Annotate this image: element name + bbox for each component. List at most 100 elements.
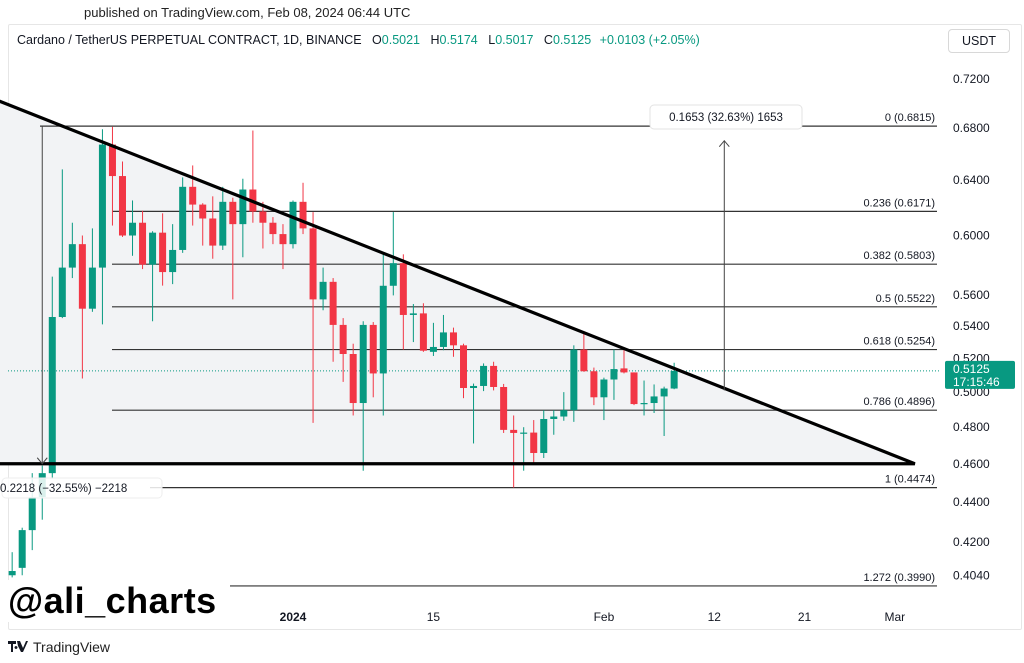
change-value: +0.0103 (+2.05%)	[599, 33, 700, 47]
candle-down	[620, 368, 628, 373]
candle-down	[329, 281, 337, 325]
fib-level-label: 1.272 (0.3990)	[863, 572, 935, 584]
candle-up	[58, 267, 66, 318]
candle-up	[650, 396, 658, 404]
candle-down	[229, 201, 237, 225]
fib-level-label: 0.786 (0.4896)	[863, 396, 935, 408]
candle-up	[289, 201, 297, 245]
candle-up	[179, 186, 187, 250]
candle-down	[199, 204, 207, 219]
candle-up	[670, 370, 678, 389]
measure-label: 0.2218 (−32.55%) −2218	[0, 483, 127, 495]
high-value: 0.5174	[439, 33, 478, 47]
candle-up	[379, 285, 387, 374]
fib-level-label: 0 (0.6815)	[885, 112, 935, 124]
candle-up	[610, 369, 618, 380]
candle-up	[219, 201, 227, 246]
candle-up	[169, 249, 177, 273]
y-tick-label: 0.4400	[953, 495, 990, 509]
candle-up	[359, 324, 367, 404]
last-price-badge	[945, 360, 1015, 389]
descending-triangle	[0, 99, 916, 466]
close-label: C	[543, 33, 553, 47]
high-label: H	[430, 33, 440, 47]
tradingview-logo-icon	[8, 641, 28, 652]
bar-countdown: 17:15:46	[953, 375, 1000, 389]
y-tick-label: 0.7200	[953, 72, 990, 86]
candle-up	[18, 530, 26, 568]
candle-down	[369, 324, 377, 374]
candle-up	[149, 232, 157, 265]
candle-down	[490, 365, 498, 387]
tradingview-brand: TradingView	[33, 639, 111, 655]
x-tick-label: Mar	[884, 610, 905, 624]
close-value: 0.5125	[552, 33, 592, 47]
last-price-value: 0.5125	[953, 362, 990, 376]
candle-down	[510, 429, 518, 433]
candle-down	[580, 349, 588, 372]
candle-up	[319, 281, 327, 300]
low-label: L	[488, 33, 496, 47]
fib-level-label: 0.236 (0.6171)	[863, 197, 935, 209]
currency-button[interactable]: USDT	[948, 29, 1010, 53]
candle-up	[480, 365, 488, 386]
candle-down	[299, 201, 307, 229]
y-tick-label: 0.4040	[953, 568, 990, 582]
y-tick-label: 0.5400	[953, 319, 990, 333]
candle-down	[259, 211, 267, 223]
candle-down	[349, 353, 357, 404]
candle-up	[570, 349, 578, 411]
published-note: published on TradingView.com, Feb 08, 20…	[84, 5, 411, 20]
measure-label: 0.1653 (32.63%) 1653	[669, 112, 783, 124]
candle-up	[550, 416, 558, 420]
symbol-title[interactable]: Cardano / TetherUS PERPETUAL CONTRACT, 1…	[17, 33, 362, 47]
candle-down	[108, 144, 116, 177]
candle-up	[470, 385, 478, 389]
candle-up	[520, 432, 528, 434]
x-tick-label: 12	[708, 610, 722, 624]
candle-down	[269, 222, 277, 235]
candle-down	[399, 263, 407, 315]
candle-down	[449, 332, 457, 346]
tradingview-logo[interactable]: TradingView	[8, 639, 110, 655]
x-tick-label: 21	[798, 610, 812, 624]
candle-down	[139, 222, 147, 265]
fib-level-label: 0.382 (0.5803)	[863, 250, 935, 262]
candle-down	[189, 186, 197, 205]
candle-down	[460, 345, 468, 389]
fib-level-label: 0.5 (0.5522)	[876, 293, 935, 305]
candle-down	[209, 218, 217, 246]
symbol-legend: Cardano / TetherUS PERPETUAL CONTRACT, 1…	[17, 33, 700, 47]
y-tick-label: 0.5600	[953, 288, 990, 302]
y-tick-label: 0.6800	[953, 121, 990, 135]
candle-down	[279, 234, 287, 245]
candle-up	[660, 388, 668, 397]
candle-up	[409, 313, 417, 315]
candle-up	[239, 189, 247, 225]
x-tick-label: Feb	[594, 610, 615, 624]
candle-up	[68, 244, 76, 268]
candle-up	[88, 267, 96, 309]
low-value: 0.5017	[495, 33, 534, 47]
y-tick-label: 0.4200	[953, 535, 990, 549]
candle-up	[640, 403, 648, 405]
candle-up	[48, 317, 56, 474]
candle-up	[8, 571, 16, 576]
x-tick-label: 2024	[280, 610, 307, 624]
candle-up	[540, 419, 548, 453]
candle-down	[118, 176, 126, 236]
fib-level-label: 1 (0.4474)	[885, 474, 935, 486]
x-tick-label: 15	[427, 610, 441, 624]
author-watermark: @ali_charts	[8, 580, 223, 622]
candle-up	[129, 222, 137, 236]
candle-down	[309, 228, 317, 300]
y-tick-label: 0.6400	[953, 173, 990, 187]
open-label: O	[372, 33, 382, 47]
measure-arrow-icon	[36, 457, 48, 465]
y-tick-label: 0.6000	[953, 229, 990, 243]
measure-arrow-icon	[718, 139, 730, 148]
candle-down	[500, 386, 508, 430]
candle-down	[339, 324, 347, 354]
open-value: 0.5021	[381, 33, 421, 47]
